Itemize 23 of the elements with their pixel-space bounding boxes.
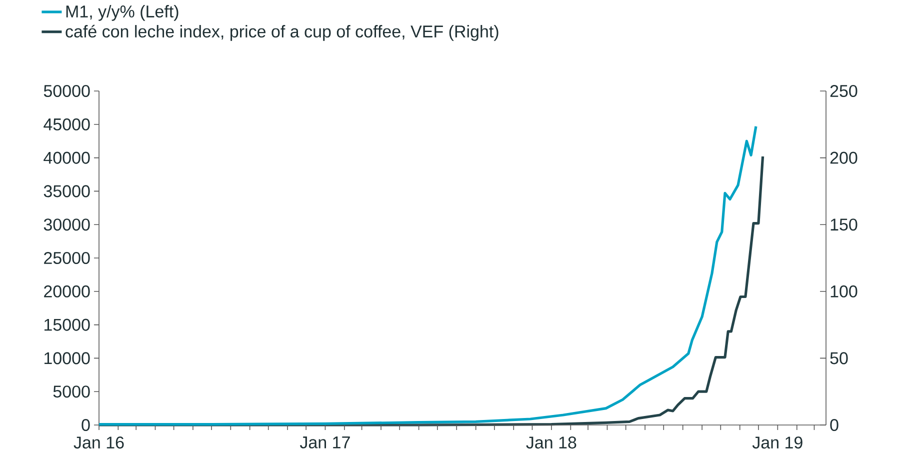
y-tick-label: 15000 [44, 318, 90, 331]
y2-tick-label: 100 [830, 285, 858, 298]
y-tick-label: 35000 [44, 185, 90, 198]
y2-tick-label: 0 [830, 418, 838, 432]
y-tick-label: 5000 [53, 386, 90, 398]
y-tick-label: 20000 [44, 285, 90, 298]
y-tick-label: 10000 [44, 352, 90, 364]
y2-tick-label: 250 [830, 84, 858, 98]
x-tick-label: Jan 18 [526, 436, 576, 449]
y-tick-label: 40000 [44, 152, 90, 164]
y-tick-label: 0 [82, 418, 90, 432]
x-tick-label: Jan 19 [752, 436, 802, 449]
y-tick-label: 50000 [44, 84, 90, 98]
y2-tick-label: 50 [830, 352, 848, 364]
y2-tick-label: 200 [830, 152, 858, 164]
x-tick-label: Jan 17 [300, 436, 350, 448]
y-tick-label: 45000 [44, 118, 90, 130]
y-tick-label: 25000 [44, 252, 90, 264]
y-tick-label: 30000 [44, 218, 90, 231]
x-tick-label: Jan 16 [74, 436, 124, 449]
y2-tick-label: 150 [830, 218, 858, 231]
legend-label: M1, y/y% (Left) [66, 5, 178, 21]
legend-label: café con leche index, price of a cup of coffee, VEF (Right) [66, 24, 498, 41]
